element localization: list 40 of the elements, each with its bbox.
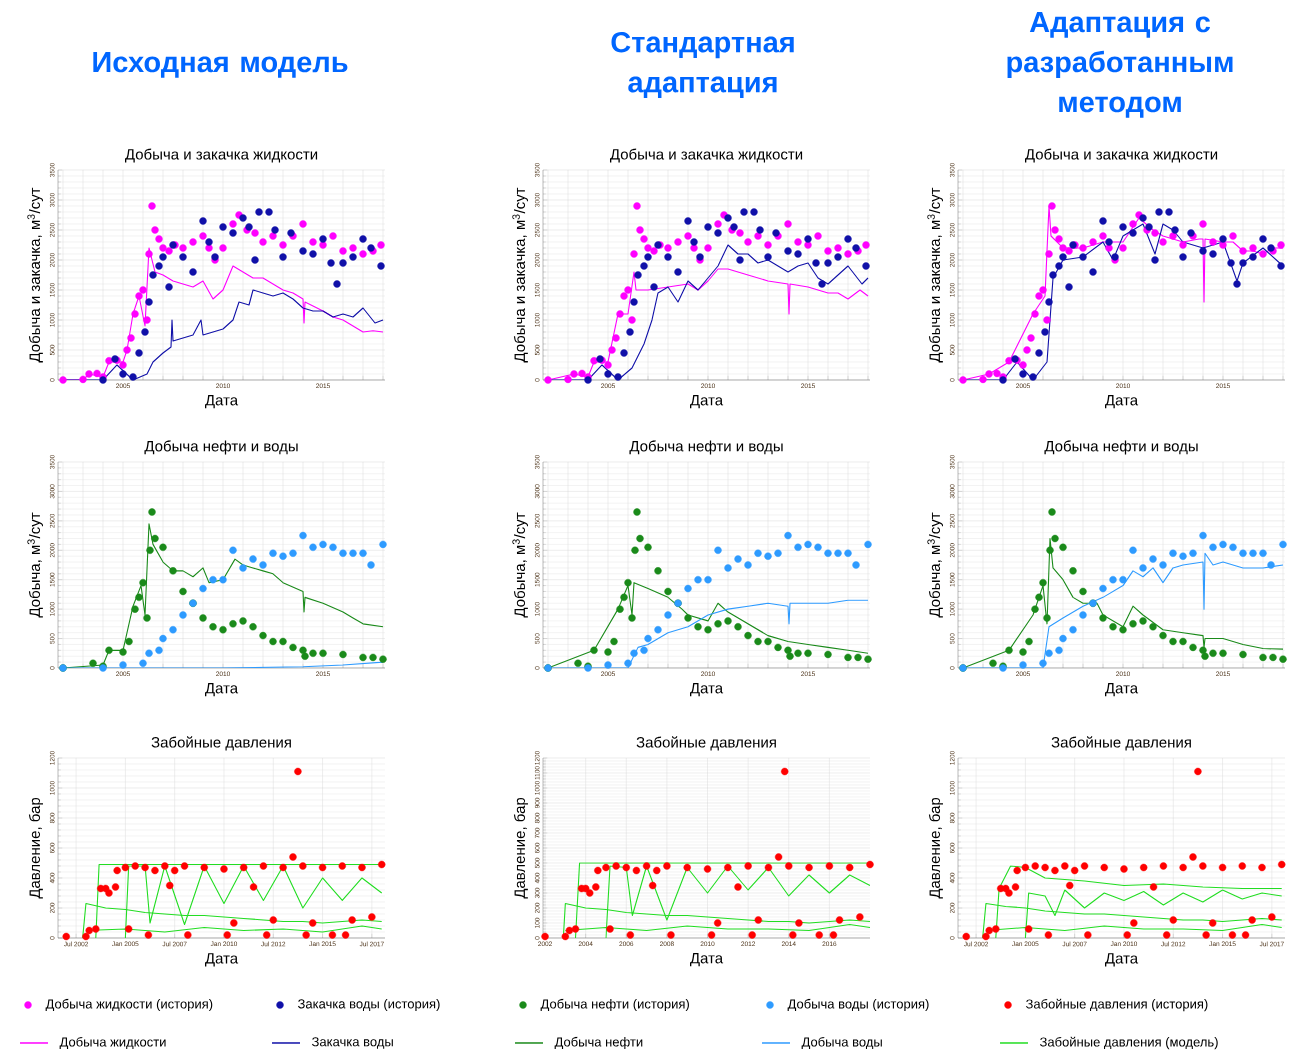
x-axis-title: Дата: [205, 682, 239, 697]
y-axis-title: Давление, бар: [28, 797, 43, 899]
y-axis-title: Давление, бар: [928, 797, 943, 899]
x-axis-title: Дата: [205, 394, 239, 409]
y-axis-title: Добыча, м$^{3}$/сут: [27, 512, 43, 618]
x-axis-title: Дата: [205, 953, 239, 967]
x-axis-title: Дата: [1105, 394, 1139, 409]
chart-subtitle: Добыча и закачка жидкости: [125, 148, 318, 163]
x-axis-title: Дата: [690, 682, 724, 697]
y-axis-title: Добыча и закачка, м$^{3}$/сут: [27, 187, 43, 363]
chart-title: Добыча нефти и воды: [144, 440, 298, 455]
legend-label: Добыча нефти: [554, 1036, 643, 1050]
x-axis-title: Дата: [690, 394, 724, 409]
legend-label: Забойные давления (модель): [1039, 1036, 1218, 1050]
x-axis-title: Дата: [1105, 953, 1139, 967]
y-axis-title: Добыча, м$^{3}$/сут: [512, 512, 528, 618]
chart-title: Забойные давления: [1051, 736, 1191, 751]
legend-label: Закачка воды (история): [297, 998, 440, 1012]
y-axis-title: Добыча и закачка, м$^{3}$/сут: [927, 187, 943, 363]
chart-title: Исходная модель: [93, 52, 348, 78]
x-axis-title: Дата: [690, 952, 724, 967]
chart-title: Забойные давления: [636, 736, 776, 751]
chart-title: Забойные давления: [151, 736, 291, 751]
chart-title: Добыча нефти и воды: [629, 440, 783, 455]
chart-title: Стандартная адаптация: [611, 31, 794, 98]
chart-subtitle: Добыча и закачка жидкости: [1025, 148, 1218, 163]
chart-subtitle: Добыча и закачка жидкости: [610, 148, 803, 163]
legend-label: Добыча воды: [801, 1036, 882, 1050]
y-axis-title: Добыча, м$^{3}$/сут: [927, 512, 943, 618]
legend-label: Добыча жидкости: [59, 1036, 166, 1050]
legend-label: Забойные давления (история): [1025, 998, 1208, 1012]
chart-title: Добыча нефти и воды: [1044, 440, 1198, 455]
legend-label: Добыча воды (история): [787, 998, 929, 1012]
chart-title: Адаптация с разработанным методом: [1007, 12, 1233, 118]
x-axis-title: Дата: [1105, 682, 1139, 697]
y-axis-title: Давление, бар: [513, 797, 528, 899]
legend-label: Добыча жидкости (история): [45, 998, 213, 1012]
legend-label: Закачка воды: [311, 1037, 393, 1049]
legend-label: Добыча нефти (история): [540, 998, 689, 1012]
y-axis-title: Добыча и закачка, м$^{3}$/сут: [512, 187, 528, 363]
